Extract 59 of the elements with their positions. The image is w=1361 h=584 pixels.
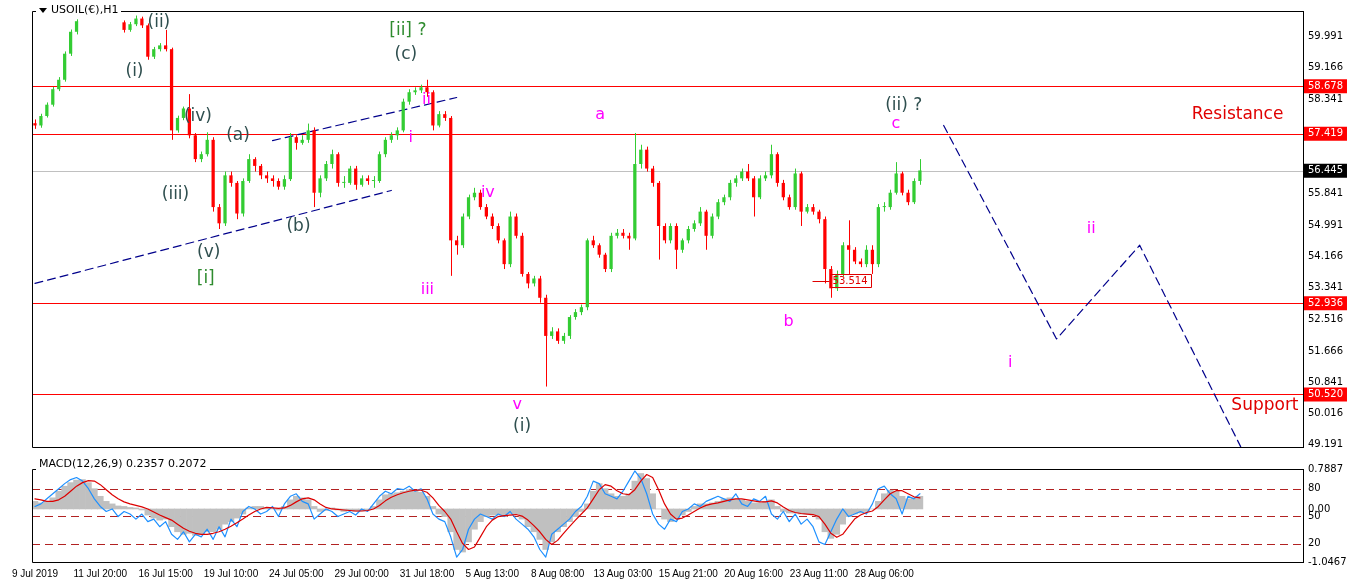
annotation: (i)	[513, 415, 532, 436]
y-tick-label: 52.516	[1308, 312, 1343, 324]
annotation: ii	[1086, 218, 1096, 238]
y-tick-label: 49.191	[1308, 438, 1343, 450]
x-tick-label: 16 Jul 15:00	[138, 567, 194, 579]
x-tick-label: 31 Jul 18:00	[399, 567, 455, 579]
annotation: Support	[1231, 394, 1299, 415]
annotation: (iii)	[161, 183, 190, 203]
x-tick-label: 19 Jul 10:00	[203, 567, 259, 579]
x-tick-label: 8 Aug 08:00	[530, 567, 585, 579]
annotation: iii	[420, 279, 435, 299]
chart-title: USOIL(€),H1	[51, 3, 119, 16]
ref-line-label: 52.936	[1308, 296, 1343, 308]
annotation: i	[408, 127, 413, 147]
y-tick-label: 54.166	[1308, 250, 1343, 262]
y-tick-label: 58.341	[1308, 92, 1343, 104]
y-tick-label: 0.7887	[1308, 462, 1343, 474]
x-tick-label: 23 Aug 11:00	[789, 567, 849, 579]
y-tick-label: 53.341	[1308, 281, 1343, 293]
annotation: (v)	[197, 241, 221, 262]
x-tick-label: 5 Aug 13:00	[465, 567, 520, 579]
ref-line-label: 80	[1308, 482, 1321, 494]
y-tick-label: -1.0467	[1308, 555, 1347, 567]
y-tick-label: 50.841	[1308, 375, 1343, 387]
annotation: ii	[421, 89, 431, 109]
ref-line-label: 56.445	[1308, 164, 1343, 176]
y-tick-label: 50.016	[1308, 407, 1343, 419]
annotation: iv	[480, 181, 495, 201]
ref-line-label: 58.678	[1308, 79, 1343, 91]
x-tick-label: 20 Aug 16:00	[724, 567, 784, 579]
annotation: (ii)	[147, 10, 171, 31]
annotation: i	[1007, 352, 1013, 372]
annotation: b	[783, 310, 794, 330]
ref-line-label: 20	[1308, 537, 1321, 549]
annotation: c	[891, 112, 901, 132]
annotation: (ii) ?	[885, 94, 923, 115]
x-tick-label: 13 Aug 03:00	[593, 567, 653, 579]
annotation: (b)	[286, 214, 311, 235]
annotation: (i)	[125, 59, 144, 80]
y-tick-label: 54.991	[1308, 219, 1343, 231]
x-tick-label: 28 Aug 06:00	[854, 567, 915, 579]
x-tick-label: 11 Jul 20:00	[73, 567, 128, 579]
annotation: [i]	[196, 267, 215, 288]
y-tick-label: 55.841	[1308, 187, 1343, 199]
y-tick-label: 51.666	[1308, 344, 1343, 356]
x-tick-label: 9 Jul 2019	[11, 567, 59, 579]
ref-line-label: 50.520	[1308, 388, 1343, 400]
ref-line-label: 57.419	[1308, 127, 1343, 139]
y-tick-label: 59.166	[1308, 61, 1343, 73]
x-tick-label: 15 Aug 21:00	[658, 567, 719, 579]
x-tick-label: 24 Jul 05:00	[269, 567, 324, 579]
x-tick-label: 29 Jul 00:00	[334, 567, 390, 579]
annotation: (c)	[394, 43, 418, 64]
annotation: Resistance	[1191, 102, 1284, 123]
annotation: a	[595, 104, 606, 124]
annotation: [ii] ?	[389, 18, 427, 39]
annotation: v	[512, 394, 522, 414]
chart-title: MACD(12,26,9) 0.2357 0.2072	[39, 457, 207, 470]
y-tick-label: 59.991	[1308, 30, 1343, 42]
